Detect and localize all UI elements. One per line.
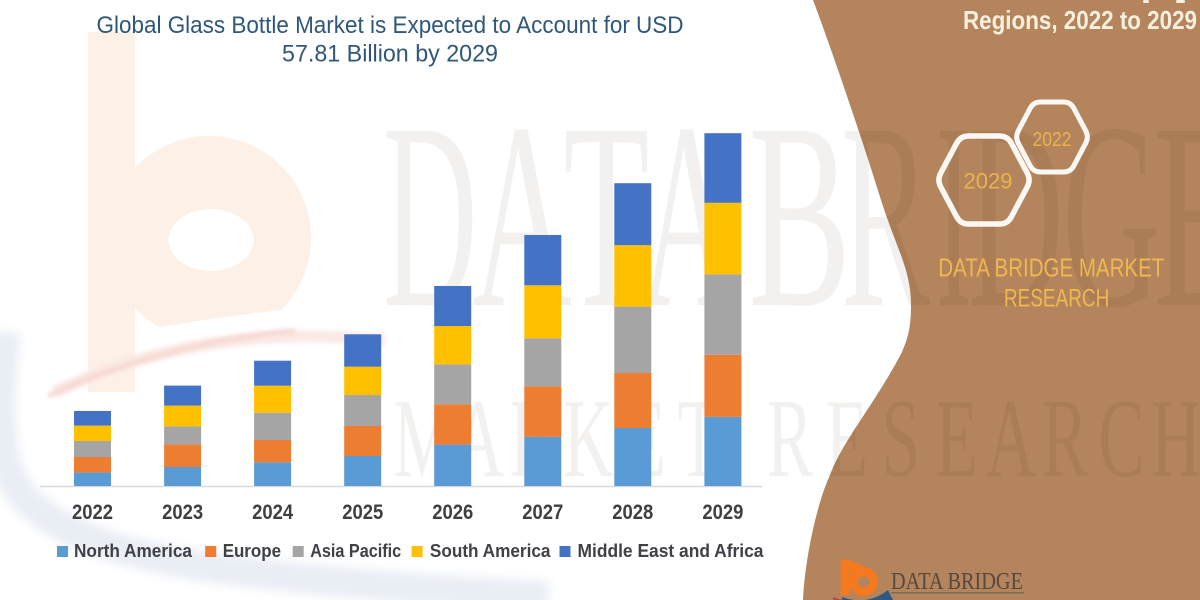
svg-text:Europe: Europe [223, 540, 281, 561]
svg-text:2022: 2022 [1033, 128, 1072, 151]
svg-text:2029: 2029 [964, 169, 1013, 194]
svg-text:DATA BRIDGE: DATA BRIDGE [891, 569, 1023, 595]
svg-text:2026: 2026 [432, 501, 473, 524]
svg-text:57.81 Billion by 2029: 57.81 Billion by 2029 [282, 41, 498, 68]
svg-text:RESEARCH: RESEARCH [1004, 285, 1109, 313]
svg-text:2027: 2027 [522, 501, 563, 524]
svg-text:2028: 2028 [612, 501, 653, 524]
svg-text:2025: 2025 [342, 501, 383, 524]
svg-text:2029: 2029 [702, 501, 743, 524]
svg-text:Middle East and Africa: Middle East and Africa [578, 540, 765, 561]
svg-text:Asia Pacific: Asia Pacific [310, 540, 401, 561]
svg-text:DATA BRIDGE MARKET: DATA BRIDGE MARKET [938, 255, 1164, 283]
svg-text:Regions, 2022 to 2029: Regions, 2022 to 2029 [963, 5, 1197, 35]
svg-text:South America: South America [430, 540, 551, 561]
svg-text:Global Glass Bottle Market is: Global Glass Bottle Market is Expected t… [97, 12, 684, 39]
svg-text:2023: 2023 [162, 501, 203, 524]
svg-text:North America: North America [74, 540, 193, 561]
svg-text:2022: 2022 [72, 501, 113, 524]
svg-text:2024: 2024 [252, 501, 293, 524]
